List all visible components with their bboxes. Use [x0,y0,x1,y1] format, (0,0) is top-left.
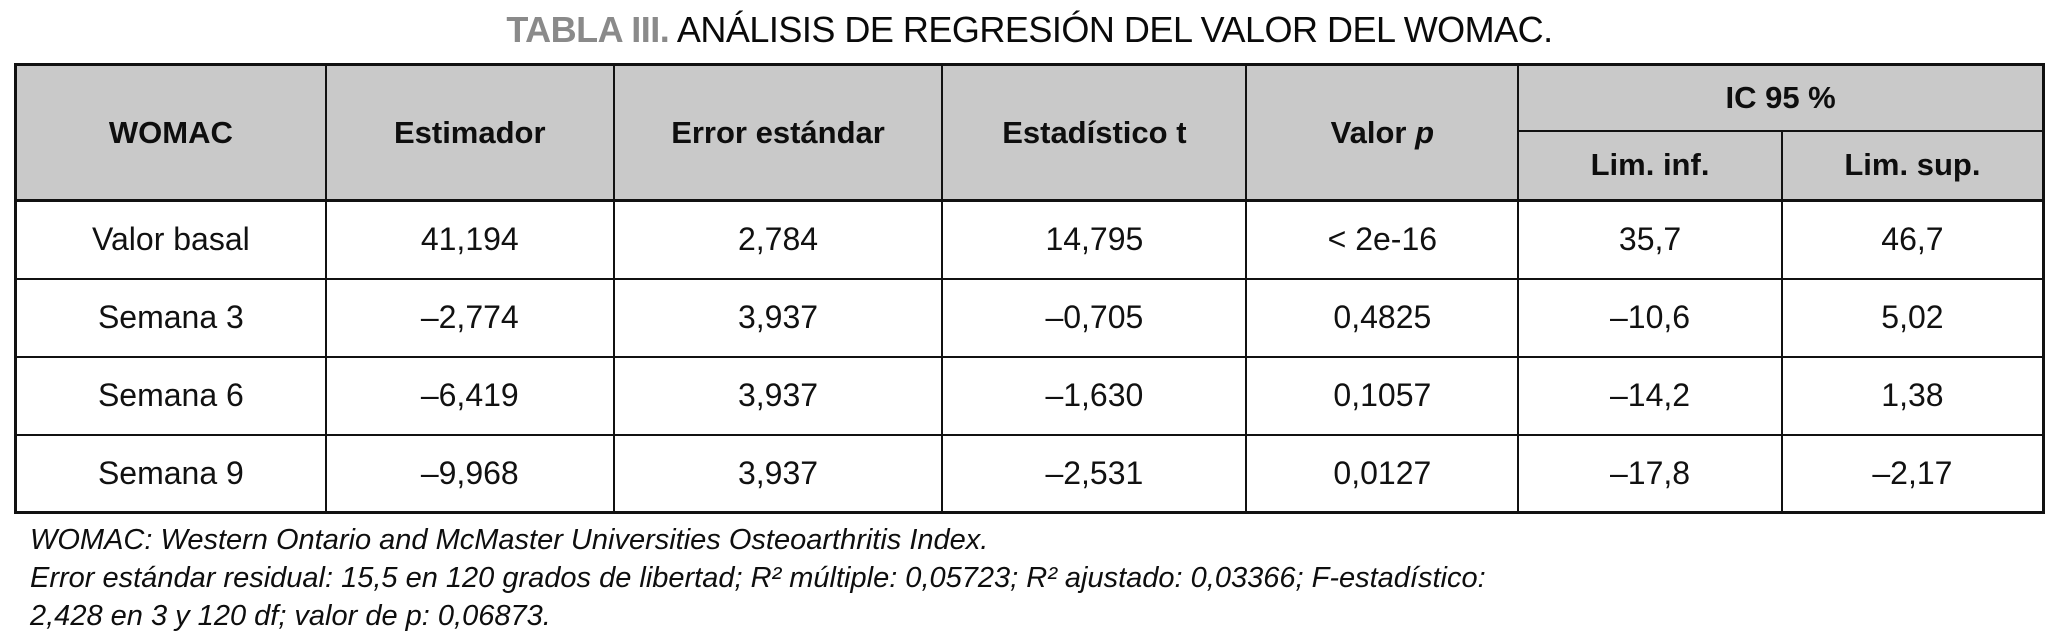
cell-lim-inf: –14,2 [1517,355,1783,436]
footnote-model-stats-2: 2,428 en 3 y 120 df; valor de p: 0,06873… [30,599,551,632]
cell-lim-sup: –2,17 [1780,433,2045,514]
table-header: WOMAC Estimador Error estándar Estadísti… [14,63,2045,202]
table-title: TABLA III. ANÁLISIS DE REGRESIÓN DEL VAL… [0,8,2059,51]
header-ic95: IC 95 % [1517,63,2045,132]
cell-estimador: 41,194 [324,199,615,280]
cell-lim-inf: 35,7 [1517,199,1783,280]
header-estimador: Estimador [324,63,615,202]
header-valor-p-symbol: p [1415,114,1435,150]
header-valor-p: Valor p [1245,63,1520,202]
table-body: Valor basal 41,194 2,784 14,795 < 2e-16 … [14,199,2045,514]
table-row-semana-3: Semana 3 –2,774 3,937 –0,705 0,4825 –10,… [14,277,2045,358]
cell-estimador: –6,419 [324,355,615,436]
cell-estimador: –9,968 [324,433,615,514]
cell-error-estandar: 3,937 [612,355,944,436]
header-error-estandar: Error estándar [612,63,944,202]
cell-womac: Semana 6 [14,355,327,436]
cell-estadistico-t: –0,705 [941,277,1248,358]
table-title-number: TABLA III. [506,9,670,50]
table-title-text: ANÁLISIS DE REGRESIÓN DEL VALOR DEL WOMA… [669,9,1553,50]
cell-estadistico-t: 14,795 [941,199,1248,280]
regression-table: WOMAC Estimador Error estándar Estadísti… [14,63,2045,515]
header-valor-p-prefix: Valor [1330,114,1416,150]
cell-valor-p: < 2e-16 [1245,199,1520,280]
cell-valor-p: 0,4825 [1245,277,1520,358]
cell-lim-inf: –17,8 [1517,433,1783,514]
cell-valor-p: 0,1057 [1245,355,1520,436]
table-row-semana-9: Semana 9 –9,968 3,937 –2,531 0,0127 –17,… [14,433,2045,514]
cell-error-estandar: 3,937 [612,277,944,358]
cell-lim-sup: 46,7 [1780,199,2045,280]
cell-lim-sup: 1,38 [1780,355,2045,436]
cell-estimador: –2,774 [324,277,615,358]
header-lim-sup: Lim. sup. [1780,129,2045,202]
header-womac: WOMAC [14,63,327,202]
cell-error-estandar: 2,784 [612,199,944,280]
cell-lim-inf: –10,6 [1517,277,1783,358]
cell-valor-p: 0,0127 [1245,433,1520,514]
table-row-semana-6: Semana 6 –6,419 3,937 –1,630 0,1057 –14,… [14,355,2045,436]
cell-estadistico-t: –2,531 [941,433,1248,514]
cell-lim-sup: 5,02 [1780,277,2045,358]
cell-womac: Semana 3 [14,277,327,358]
footnote-abbreviation: WOMAC: Western Ontario and McMaster Univ… [30,524,989,557]
cell-estadistico-t: –1,630 [941,355,1248,436]
table-footnotes: WOMAC: Western Ontario and McMaster Univ… [30,522,2059,635]
header-lim-inf: Lim. inf. [1517,129,1783,202]
cell-error-estandar: 3,937 [612,433,944,514]
table-row-valor-basal: Valor basal 41,194 2,784 14,795 < 2e-16 … [14,199,2045,280]
cell-womac: Semana 9 [14,433,327,514]
cell-womac: Valor basal [14,199,327,280]
footnote-model-stats-1: Error estándar residual: 15,5 en 120 gra… [30,561,1486,594]
header-estadistico-t: Estadístico t [941,63,1248,202]
